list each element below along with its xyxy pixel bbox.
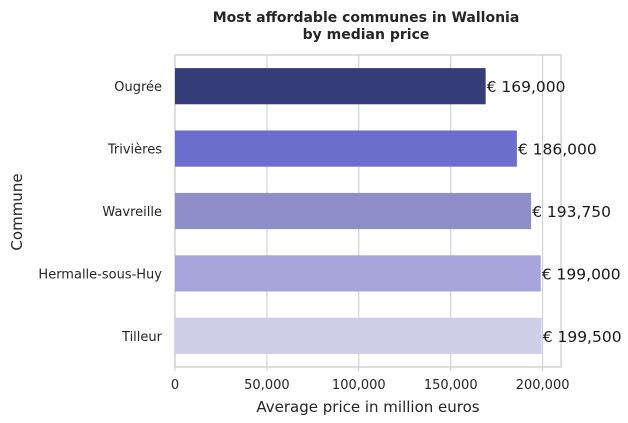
data-label: € 186,000 (518, 141, 597, 159)
category-label: Wavreille (102, 205, 162, 220)
data-label: € 193,750 (532, 203, 611, 221)
x-axis-label: Average price in million euros (256, 398, 479, 416)
bar (175, 130, 517, 167)
y-axis-label: Commune (8, 173, 26, 250)
bar (175, 192, 532, 230)
data-label: € 199,000 (542, 265, 621, 283)
x-tick-label: 200,000 (516, 378, 570, 393)
bars (175, 68, 542, 354)
category-label: Trivières (107, 143, 162, 158)
x-tick-label: 100,000 (332, 378, 386, 393)
category-label: Tilleur (121, 330, 163, 345)
data-label: € 169,000 (487, 78, 566, 96)
category-label: Ougrée (114, 80, 162, 95)
x-tick-labels: 0 50,000 100,000 150,000 200,000 (171, 378, 570, 393)
data-label: € 199,500 (543, 328, 622, 346)
data-labels: € 169,000 € 186,000 € 193,750 € 199,000 € 19… (487, 78, 622, 346)
bar (175, 68, 486, 105)
bar (175, 255, 541, 292)
chart-title-line-1: Most affordable communes in Wallonia (213, 10, 520, 26)
x-tick-label: 150,000 (424, 378, 478, 393)
bar (175, 317, 542, 354)
chart-title-line-2: by median price (303, 27, 430, 43)
category-label: Hermalle-sous-Huy (38, 267, 162, 282)
x-tick-label: 50,000 (244, 378, 290, 393)
category-labels: Ougrée Trivières Wavreille Hermalle-sous-Hu… (38, 80, 162, 345)
x-tick-label: 0 (171, 378, 179, 393)
